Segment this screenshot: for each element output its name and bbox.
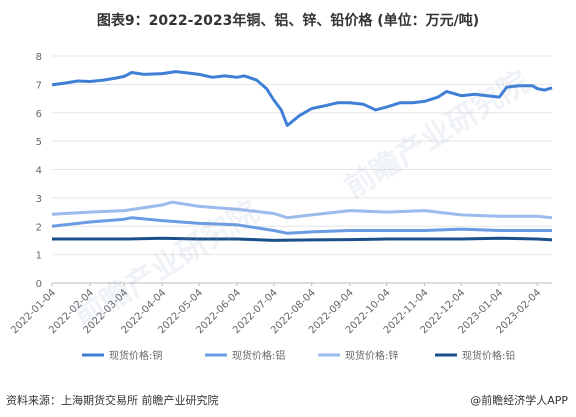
y-tick-label: 6 — [36, 109, 42, 120]
y-tick-label: 0 — [36, 279, 42, 290]
brand-credit: @前瞻经济学人APP — [470, 394, 568, 407]
chart-title: 图表9：2022-2023年铜、铝、锌、铅价格 (单位：万元/吨) — [96, 13, 480, 29]
series-line — [52, 236, 553, 242]
y-tick-label: 5 — [36, 137, 42, 148]
y-tick-label: 3 — [36, 194, 42, 205]
source-note: 资料来源：上海期货交易所 前瞻产业研究院 — [6, 394, 219, 407]
y-tick-label: 2 — [36, 222, 42, 233]
legend-label: 现货价格:铝 — [232, 349, 285, 362]
legend-label: 现货价格:铅 — [462, 349, 515, 362]
y-tick-label: 7 — [36, 80, 42, 91]
y-tick-label: 4 — [36, 166, 42, 177]
series-line — [51, 200, 553, 220]
y-tick-label: 8 — [36, 52, 42, 63]
y-tick-label: 1 — [36, 251, 42, 262]
series-line — [51, 216, 552, 235]
series-line — [51, 70, 553, 127]
legend-label: 现货价格:铜 — [109, 349, 162, 362]
legend-label: 现货价格:锌 — [345, 349, 398, 362]
